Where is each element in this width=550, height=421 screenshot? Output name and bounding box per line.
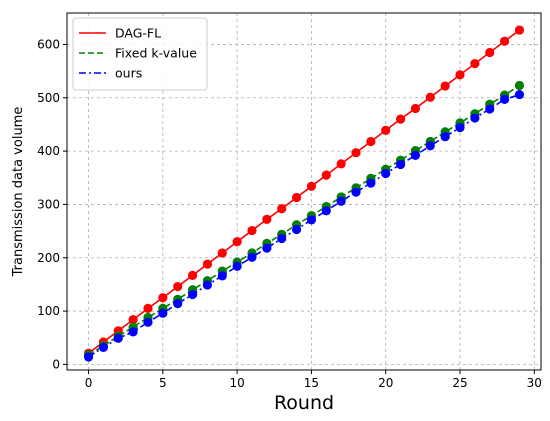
data-point (410, 150, 421, 160)
data-point (158, 293, 168, 303)
series-dag-fl (83, 25, 525, 358)
series-line (88, 93, 520, 358)
data-point (83, 352, 94, 362)
y-tick-label: 200 (37, 251, 60, 265)
data-point (277, 204, 287, 214)
x-tick-label: 25 (452, 376, 467, 390)
data-point (425, 92, 435, 102)
y-tick-label: 100 (37, 304, 60, 318)
data-point (217, 271, 227, 281)
data-point (143, 303, 153, 314)
data-point (470, 113, 480, 123)
data-point (514, 80, 525, 91)
data-point (98, 342, 109, 352)
data-point (366, 136, 376, 147)
data-point (455, 70, 465, 80)
data-point (158, 308, 168, 318)
data-point (485, 104, 495, 114)
data-point (277, 233, 287, 244)
data-point (440, 81, 450, 91)
data-point (262, 243, 272, 253)
x-axis-label: Round (274, 392, 334, 414)
data-point (336, 196, 346, 206)
data-point (499, 94, 510, 104)
data-point (128, 327, 138, 337)
x-tick-label: 15 (304, 376, 319, 390)
x-tick-label: 0 (85, 376, 93, 390)
data-point (217, 248, 227, 258)
data-point (499, 36, 510, 46)
data-point (291, 192, 302, 203)
legend-label: ours (115, 66, 142, 81)
data-point (291, 224, 302, 235)
y-tick-label: 300 (37, 197, 60, 211)
y-tick-label: 0 (52, 357, 60, 371)
series-ours (83, 89, 525, 362)
data-point (128, 315, 138, 325)
data-point (514, 89, 525, 100)
legend-box (72, 17, 208, 91)
x-tick-label: 30 (527, 376, 542, 390)
data-point (187, 270, 198, 280)
x-tick-label: 5 (159, 376, 167, 390)
x-tick-label: 20 (378, 376, 393, 390)
data-point (187, 289, 198, 300)
data-point (306, 181, 317, 191)
y-tick-label: 500 (37, 91, 60, 105)
data-point (173, 299, 183, 309)
data-point (351, 148, 361, 158)
series-line (88, 84, 520, 356)
x-tick-label: 10 (229, 376, 244, 390)
data-point (381, 168, 391, 179)
data-point (381, 125, 391, 135)
data-point (485, 47, 495, 58)
data-point (321, 170, 331, 180)
series-layer (83, 25, 525, 362)
data-point (425, 141, 435, 151)
data-point (321, 206, 331, 216)
y-tick-label: 400 (37, 144, 60, 158)
data-point (202, 280, 213, 290)
data-point (455, 123, 465, 133)
data-point (143, 317, 153, 327)
data-point (113, 333, 123, 343)
data-point (470, 59, 480, 69)
legend: DAG-FL Fixed k-value ours (72, 17, 208, 91)
data-point (232, 261, 242, 271)
data-point (395, 114, 406, 124)
data-point (306, 215, 317, 225)
legend-label: Fixed k-value (115, 46, 197, 61)
data-point (173, 281, 183, 292)
data-point (247, 225, 257, 236)
data-point (336, 159, 346, 169)
legend-label: DAG-FL (115, 26, 161, 41)
data-point (232, 237, 242, 247)
plot-area-frame (66, 12, 542, 371)
data-point (202, 259, 213, 269)
data-point (440, 132, 450, 142)
y-axis-label: Transmission data volume (11, 107, 26, 278)
data-point (247, 252, 257, 262)
data-point (351, 187, 361, 197)
data-point (514, 25, 525, 35)
data-point (262, 214, 272, 224)
data-point (395, 159, 406, 170)
data-point (410, 103, 421, 114)
y-tick-label: 600 (37, 37, 60, 51)
series-fixed-k-value (83, 80, 525, 360)
data-point (366, 178, 376, 188)
